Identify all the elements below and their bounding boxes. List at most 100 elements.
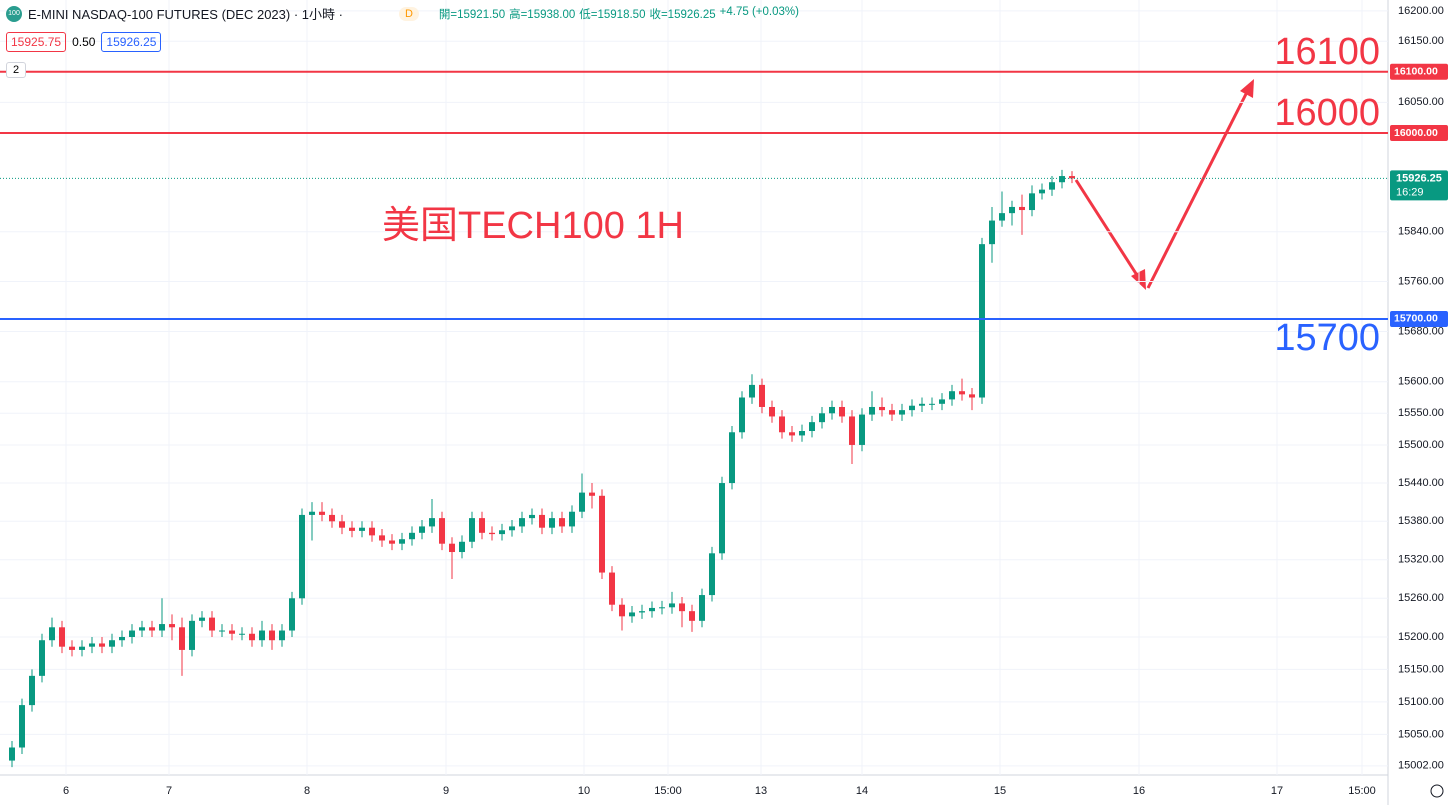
x-tick-label: 15:00	[1348, 785, 1376, 797]
candle-body	[1019, 206, 1025, 211]
x-tick-label: 15:00	[654, 785, 682, 797]
candle-body	[179, 627, 185, 650]
candle-body	[209, 617, 215, 631]
drawn-arrows	[1074, 79, 1254, 290]
candle-body	[389, 540, 395, 544]
candle-body	[259, 630, 265, 641]
ohlc-low: 低=15918.50	[579, 8, 646, 21]
candle-body	[879, 406, 885, 411]
level-annotation: 16000	[1274, 92, 1380, 134]
candle-body	[809, 422, 815, 432]
candle-body	[699, 595, 705, 621]
y-tick-label: 15100.00	[1398, 696, 1444, 708]
candle-body	[849, 416, 855, 445]
ask[interactable]: 15926.25	[101, 32, 162, 52]
candle-body	[579, 492, 585, 512]
candle-body	[929, 403, 935, 405]
candle-body	[789, 432, 795, 436]
x-tick-label: 8	[304, 785, 310, 797]
candle-body	[379, 535, 385, 541]
last-price-countdown: 16:29	[1396, 186, 1424, 198]
candle-body	[1039, 189, 1045, 194]
candle-body	[529, 514, 535, 519]
candle-body	[49, 627, 55, 641]
candle-body	[369, 527, 375, 536]
candle-body	[629, 612, 635, 617]
candle-body	[859, 414, 865, 445]
badge[interactable]: D	[398, 6, 419, 21]
ohlc-open: 開=15921.50	[438, 8, 506, 21]
candle-body	[139, 627, 145, 631]
y-tick-label: 15760.00	[1398, 275, 1444, 287]
candle-body	[519, 518, 525, 527]
candle-body	[399, 539, 405, 544]
candle-body	[479, 518, 485, 533]
candle-body	[1009, 206, 1015, 214]
candle-body	[799, 431, 805, 436]
y-tick-label: 15600.00	[1398, 376, 1444, 388]
candle-body	[419, 526, 425, 533]
candle-body	[689, 611, 695, 621]
candle-body	[199, 617, 205, 621]
candle-body	[309, 511, 315, 515]
ohlc-change: +4.75 (+0.03%)	[719, 5, 799, 18]
candle-body	[609, 572, 615, 605]
candle-body	[739, 397, 745, 433]
candle-body	[439, 518, 445, 544]
candle-body	[319, 511, 325, 515]
bid[interactable]: 15925.75	[6, 32, 67, 52]
candle-body	[889, 410, 895, 415]
candle-body	[669, 603, 675, 608]
candle-body	[999, 213, 1005, 221]
candle-body	[9, 747, 15, 761]
candle-body	[79, 646, 85, 650]
y-tick-label: 15500.00	[1398, 439, 1444, 451]
candle-body	[349, 527, 355, 531]
candle-body	[649, 607, 655, 612]
arrow-up	[1146, 89, 1250, 289]
candle-body	[959, 391, 965, 395]
candle-body	[289, 598, 295, 631]
ohlc-high: 高=15938.00	[509, 8, 576, 21]
level-annotation: 15700	[1274, 317, 1380, 359]
candle-body	[719, 483, 725, 554]
candle-body	[269, 630, 275, 641]
candle-body	[169, 624, 175, 628]
candle-body	[39, 640, 45, 676]
candle-body	[149, 627, 155, 631]
candle-body	[639, 611, 645, 613]
y-tick-label: 15050.00	[1398, 728, 1444, 740]
candle-body	[509, 526, 515, 531]
candle-body	[829, 406, 835, 414]
candle-body	[29, 675, 35, 706]
candle-body	[89, 643, 95, 647]
candle-body	[359, 527, 365, 531]
candle-body	[429, 518, 435, 527]
settings-icon[interactable]	[1430, 784, 1444, 798]
candle-body	[759, 384, 765, 407]
indicator-count: 2	[13, 64, 20, 76]
candle-body	[1069, 176, 1075, 179]
y-tick-label: 15260.00	[1398, 592, 1444, 604]
candle-body	[109, 640, 115, 647]
level-badge	[1390, 310, 1448, 327]
arrowhead	[1240, 79, 1254, 98]
candle-body	[979, 244, 985, 398]
candle-body	[339, 521, 345, 528]
candle-body	[229, 630, 235, 634]
indicator-toggle[interactable]: 2	[6, 62, 27, 78]
candle-body	[499, 530, 505, 535]
candle-body	[939, 399, 945, 404]
candle-body	[119, 636, 125, 641]
ohlc: 開=15921.50 高=15938.00 低=15918.50 收=15926…	[439, 6, 799, 22]
x-tick-label: 14	[856, 785, 868, 797]
grid	[0, 0, 1388, 775]
candle-body	[449, 543, 455, 553]
candle-body	[839, 406, 845, 417]
y-tick-label: 15380.00	[1398, 515, 1444, 527]
last-price-label: 15926.25	[1396, 172, 1442, 184]
level-badge-label: 16000.00	[1394, 127, 1438, 139]
annotation: 美国TECH100 1H	[382, 205, 684, 247]
symbol-icon: 100	[6, 5, 22, 22]
